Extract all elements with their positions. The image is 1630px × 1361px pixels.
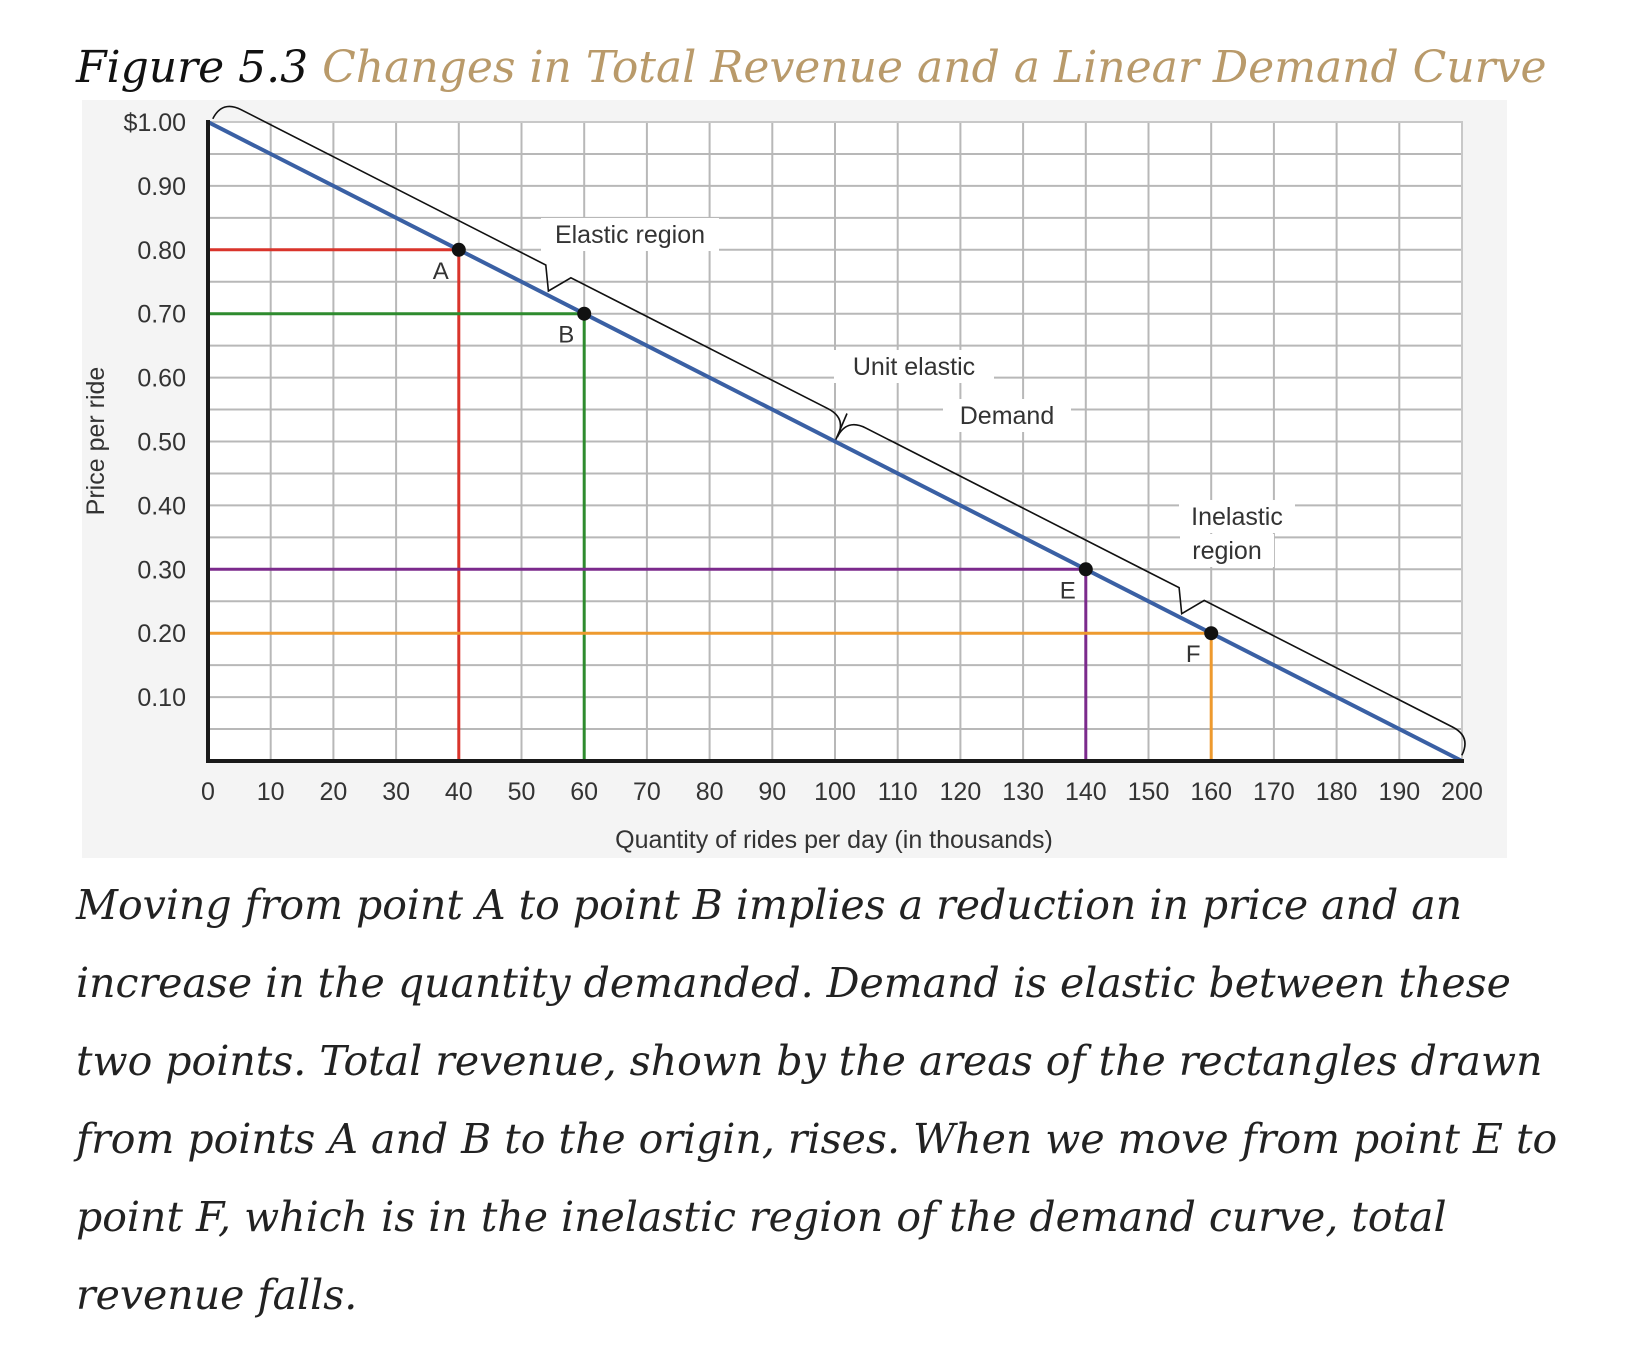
point-E-label: E (1060, 577, 1076, 604)
x-tick-label: 140 (1065, 778, 1107, 806)
unit-elastic-label-bg (834, 350, 994, 383)
x-tick-label: 20 (319, 778, 347, 806)
x-tick-label: 10 (257, 778, 285, 806)
inelastic-region-label: region (1192, 537, 1262, 565)
x-tick-label: 160 (1190, 778, 1232, 806)
x-tick-label: 200 (1441, 778, 1483, 806)
point-F-label: F (1186, 641, 1201, 668)
y-axis-title: Price per ride (82, 367, 110, 516)
elastic-region-label-bg (541, 218, 719, 251)
x-tick-label: 90 (758, 778, 786, 806)
y-tick-label: 0.60 (137, 365, 186, 393)
labels: A B E F 0 10 20 30 40 50 60 70 80 90 100 110 120 130 140 15… (82, 109, 1483, 854)
x-tick-label: 80 (696, 778, 724, 806)
figure-title-text: Changes in Total Revenue and a Linear De… (322, 42, 1547, 93)
x-tick-label: 70 (633, 778, 661, 806)
point-E-marker (1078, 562, 1093, 577)
x-tick-label: 120 (940, 778, 982, 806)
x-tick-label: 100 (814, 778, 856, 806)
x-tick-label: 40 (445, 778, 473, 806)
y-tick-label: 0.50 (137, 429, 186, 457)
inelastic-label: Inelastic (1191, 503, 1283, 531)
point-F-marker (1204, 626, 1219, 641)
reference-lines (208, 248, 1213, 761)
x-tick-label: 30 (382, 778, 410, 806)
points (451, 242, 1219, 641)
y-tick-label: $1.00 (123, 109, 186, 137)
y-tick-label: 0.80 (137, 237, 186, 265)
demand-label-bg (943, 399, 1071, 432)
x-tick-label: 50 (508, 778, 536, 806)
x-tick-label: 60 (570, 778, 598, 806)
demand-curve-line (207, 120, 1463, 763)
x-tick-label: 110 (878, 778, 918, 806)
x-tick-label: 170 (1253, 778, 1295, 806)
x-tick-label: 190 (1378, 778, 1420, 806)
inelastic-label-bg (1179, 500, 1295, 533)
y-tick-label: 0.70 (137, 301, 186, 329)
y-tick-label: 0.30 (137, 556, 186, 584)
unit-elastic-leader (834, 413, 848, 442)
point-B-label: B (558, 322, 574, 349)
y-tick-label: 0.20 (137, 620, 186, 648)
demand-series (207, 120, 1463, 763)
elastic-region-label: Elastic region (555, 221, 705, 249)
inelastic-region-label-bg (1180, 534, 1274, 567)
demand-label: Demand (960, 402, 1055, 430)
y-tick-label: 0.90 (137, 173, 186, 201)
figure-caption: Moving from point A to point B implies a… (76, 881, 1558, 1319)
figure-title: Figure 5.3 Changes in Total Revenue and … (76, 40, 1547, 96)
x-tick-label: 0 (201, 778, 215, 806)
axes (206, 120, 1464, 763)
point-A-label: A (433, 258, 449, 285)
inelastic-region-brace (836, 423, 1466, 756)
x-axis-title: Quantity of rides per day (in thousands) (615, 826, 1053, 854)
y-tick-label: 0.40 (137, 492, 186, 520)
x-tick-label: 180 (1316, 778, 1358, 806)
region-braces (212, 105, 1466, 756)
y-tick-label: 0.10 (137, 684, 186, 712)
point-B-marker (577, 306, 592, 321)
point-A-marker (451, 242, 466, 257)
elastic-region-brace (212, 105, 842, 438)
x-tick-label: 130 (1002, 778, 1044, 806)
figure-label: Figure 5.3 (76, 42, 309, 93)
demand-chart: A B E F 0 10 20 30 40 50 60 70 80 90 100 110 120 130 140 15… (82, 100, 1507, 858)
x-tick-label: 150 (1128, 778, 1170, 806)
unit-elastic-label: Unit elastic (853, 353, 975, 381)
